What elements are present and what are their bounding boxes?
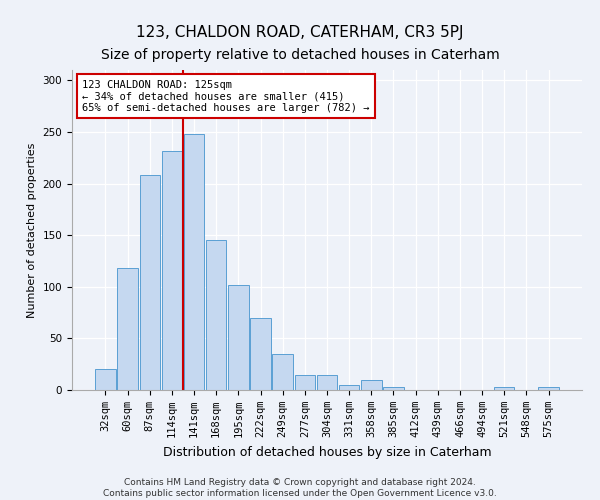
- Bar: [383, 387, 404, 390]
- Bar: [272, 354, 293, 390]
- Text: 123, CHALDON ROAD, CATERHAM, CR3 5PJ: 123, CHALDON ROAD, CATERHAM, CR3 5PJ: [136, 25, 464, 40]
- Bar: [228, 284, 248, 390]
- Bar: [206, 240, 226, 390]
- Bar: [494, 387, 514, 390]
- Bar: [184, 134, 204, 390]
- Bar: [339, 385, 359, 390]
- Bar: [295, 374, 315, 390]
- Y-axis label: Number of detached properties: Number of detached properties: [27, 142, 37, 318]
- X-axis label: Distribution of detached houses by size in Caterham: Distribution of detached houses by size …: [163, 446, 491, 458]
- Text: Size of property relative to detached houses in Caterham: Size of property relative to detached ho…: [101, 48, 499, 62]
- Bar: [118, 268, 138, 390]
- Bar: [161, 150, 182, 390]
- Bar: [538, 387, 559, 390]
- Text: 123 CHALDON ROAD: 125sqm
← 34% of detached houses are smaller (415)
65% of semi-: 123 CHALDON ROAD: 125sqm ← 34% of detach…: [82, 80, 370, 113]
- Text: Contains HM Land Registry data © Crown copyright and database right 2024.
Contai: Contains HM Land Registry data © Crown c…: [103, 478, 497, 498]
- Bar: [250, 318, 271, 390]
- Bar: [317, 374, 337, 390]
- Bar: [140, 176, 160, 390]
- Bar: [95, 370, 116, 390]
- Bar: [361, 380, 382, 390]
